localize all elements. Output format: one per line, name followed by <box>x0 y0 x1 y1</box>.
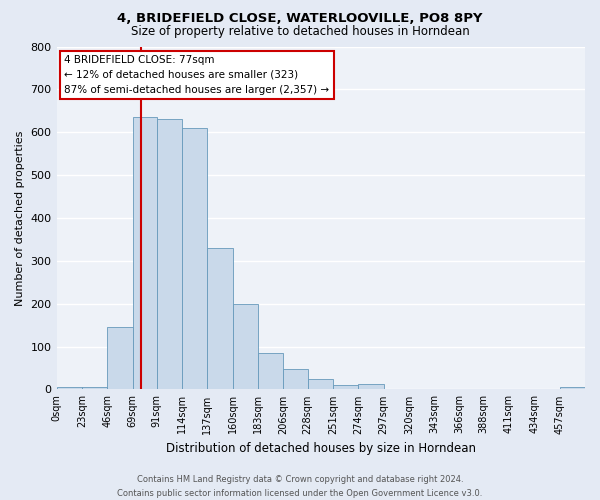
Text: 4 BRIDEFIELD CLOSE: 77sqm
← 12% of detached houses are smaller (323)
87% of semi: 4 BRIDEFIELD CLOSE: 77sqm ← 12% of detac… <box>64 55 329 94</box>
Bar <box>560 388 585 390</box>
Text: 4, BRIDEFIELD CLOSE, WATERLOOVILLE, PO8 8PY: 4, BRIDEFIELD CLOSE, WATERLOOVILLE, PO8 … <box>117 12 483 26</box>
X-axis label: Distribution of detached houses by size in Horndean: Distribution of detached houses by size … <box>166 442 476 455</box>
Bar <box>107 328 133 390</box>
Bar <box>133 117 157 390</box>
Bar <box>182 128 208 390</box>
Bar <box>333 385 358 390</box>
Bar <box>233 304 258 390</box>
Bar <box>208 248 233 390</box>
Bar <box>258 353 283 390</box>
Bar <box>283 369 308 390</box>
Bar <box>82 388 107 390</box>
Bar <box>358 384 383 390</box>
Text: Contains HM Land Registry data © Crown copyright and database right 2024.
Contai: Contains HM Land Registry data © Crown c… <box>118 476 482 498</box>
Bar <box>308 378 333 390</box>
Text: Size of property relative to detached houses in Horndean: Size of property relative to detached ho… <box>131 25 469 38</box>
Y-axis label: Number of detached properties: Number of detached properties <box>15 130 25 306</box>
Bar <box>157 120 182 390</box>
Bar <box>56 388 82 390</box>
